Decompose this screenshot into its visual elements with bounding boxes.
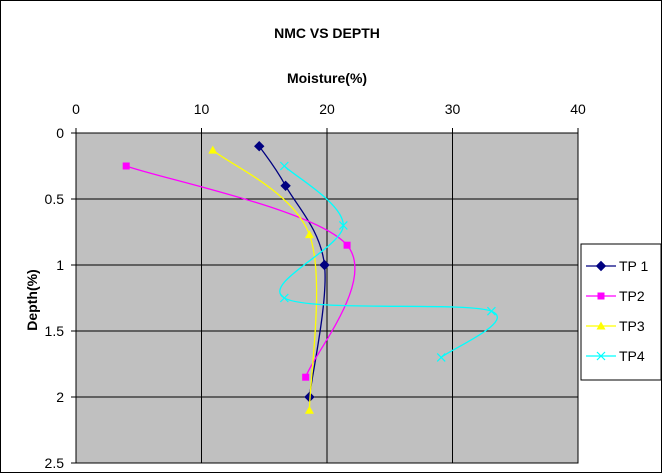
data-point-series-2 xyxy=(302,373,310,381)
y-tick-label: 0.5 xyxy=(45,191,65,207)
legend-label: TP 1 xyxy=(619,258,649,274)
legend-label: TP3 xyxy=(619,318,645,334)
x-tick-label: 30 xyxy=(445,101,461,117)
series-line-4 xyxy=(279,165,498,358)
data-point-series-4 xyxy=(436,352,446,362)
series-line-1 xyxy=(258,145,326,398)
y-tick-label: 1 xyxy=(56,257,64,273)
legend-marker xyxy=(596,351,606,361)
x-tick-label: 10 xyxy=(194,101,210,117)
legend-label: TP4 xyxy=(619,348,645,364)
data-point-series-1 xyxy=(280,180,291,192)
data-point-series-4 xyxy=(279,293,289,303)
data-point-series-1 xyxy=(254,140,265,152)
y-tick-label: 0 xyxy=(56,125,64,141)
data-point-series-4 xyxy=(279,161,289,171)
x-marker-stroke xyxy=(486,306,496,316)
x-tick-label: 20 xyxy=(319,101,335,117)
legend-marker xyxy=(597,292,605,300)
data-point-series-1 xyxy=(319,259,330,271)
legend-label: TP2 xyxy=(619,288,645,304)
y-tick-label: 1.5 xyxy=(45,323,65,339)
y-tick-label: 2 xyxy=(56,389,64,405)
legend-box xyxy=(580,243,662,381)
data-point-series-2 xyxy=(122,162,130,170)
data-point-series-4 xyxy=(486,306,496,316)
data-point-series-3 xyxy=(304,230,314,239)
legend-marker xyxy=(596,321,606,330)
x-axis-label: Moisture(%) xyxy=(287,70,367,86)
legend-marker xyxy=(595,260,607,272)
x-marker-stroke xyxy=(279,293,289,303)
data-point-series-4 xyxy=(338,220,348,230)
data-point-series-2 xyxy=(343,241,351,249)
data-point-series-3 xyxy=(208,145,218,154)
series-line-2 xyxy=(125,165,356,378)
y-axis-label: Depth(%) xyxy=(24,269,40,330)
x-marker-stroke xyxy=(596,351,606,361)
x-marker-stroke xyxy=(279,161,289,171)
chart-title: NMC VS DEPTH xyxy=(274,25,380,41)
data-point-series-3 xyxy=(304,405,314,414)
x-marker-stroke xyxy=(436,352,446,362)
x-tick-label: 0 xyxy=(72,101,80,117)
x-marker-stroke xyxy=(338,220,348,230)
y-tick-label: 2.5 xyxy=(45,455,65,471)
x-tick-label: 40 xyxy=(570,101,586,117)
